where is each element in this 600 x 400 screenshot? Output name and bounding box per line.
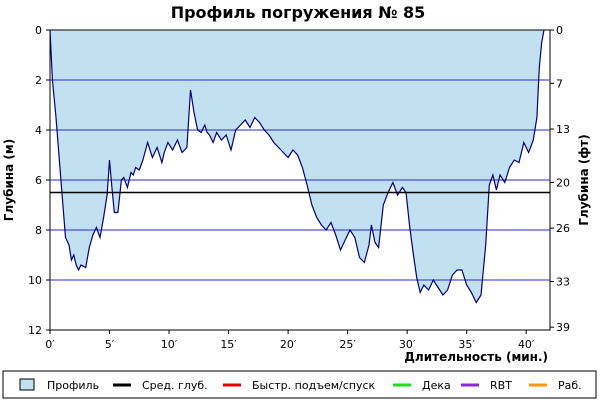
- x-tick-label: 0′: [45, 338, 55, 351]
- y-tick-label-left: 10: [28, 274, 42, 287]
- legend-label: Сред. глуб.: [142, 379, 208, 392]
- legend-swatch-profile: [19, 378, 35, 391]
- y-tick-label-right: 13: [556, 123, 570, 136]
- y-axis-label-right: Глубина (фт): [577, 134, 591, 225]
- y-tick-label-left: 12: [28, 324, 42, 337]
- legend-label: RBT: [490, 379, 512, 392]
- y-tick-label-left: 2: [35, 74, 42, 87]
- legend-label: Профиль: [47, 379, 99, 392]
- y-tick-label-left: 0: [35, 24, 42, 37]
- y-tick-label-right: 7: [556, 77, 563, 90]
- legend-label: Раб.: [558, 379, 582, 392]
- x-tick-label: 40′: [518, 338, 535, 351]
- y-tick-label-right: 39: [556, 321, 570, 334]
- y-tick-label-right: 20: [556, 176, 570, 189]
- x-tick-label: 35′: [458, 338, 475, 351]
- gridlines: [49, 29, 550, 304]
- chart-title: Профиль погружения № 85: [171, 3, 426, 22]
- y-tick-label-left: 6: [35, 174, 42, 187]
- x-tick-label: 20′: [280, 338, 297, 351]
- x-axis-label: Длительность (мин.): [404, 350, 548, 364]
- y-tick-label-right: 26: [556, 222, 570, 235]
- ticks-layer: 0 2 4 6 8 10 12 0 7 13 20 26 33 39 0′ 5′ 10′ 15′ 20′ 25′ 30′…: [28, 24, 570, 351]
- legend: Профиль Сред. глуб. Быстр. подъем/спуск Дек…: [2, 370, 597, 399]
- x-tick-label: 10′: [161, 338, 178, 351]
- y-tick-label-left: 4: [35, 124, 42, 137]
- legend-box: [2, 370, 597, 399]
- x-tick-label: 30′: [399, 338, 416, 351]
- series-layer: [50, 30, 545, 303]
- legend-label: Дека: [422, 379, 451, 392]
- x-tick-label: 15′: [220, 338, 237, 351]
- x-tick-label: 5′: [105, 338, 115, 351]
- profile-area: [50, 30, 545, 303]
- legend-label: Быстр. подъем/спуск: [252, 379, 376, 392]
- y-tick-label-right: 0: [556, 24, 563, 37]
- x-tick-label: 25′: [339, 338, 356, 351]
- profile-line: [49, 29, 545, 304]
- y-axis-label-left: Глубина (м): [2, 139, 16, 221]
- y-tick-label-right: 33: [556, 275, 570, 288]
- y-tick-label-left: 8: [35, 224, 42, 237]
